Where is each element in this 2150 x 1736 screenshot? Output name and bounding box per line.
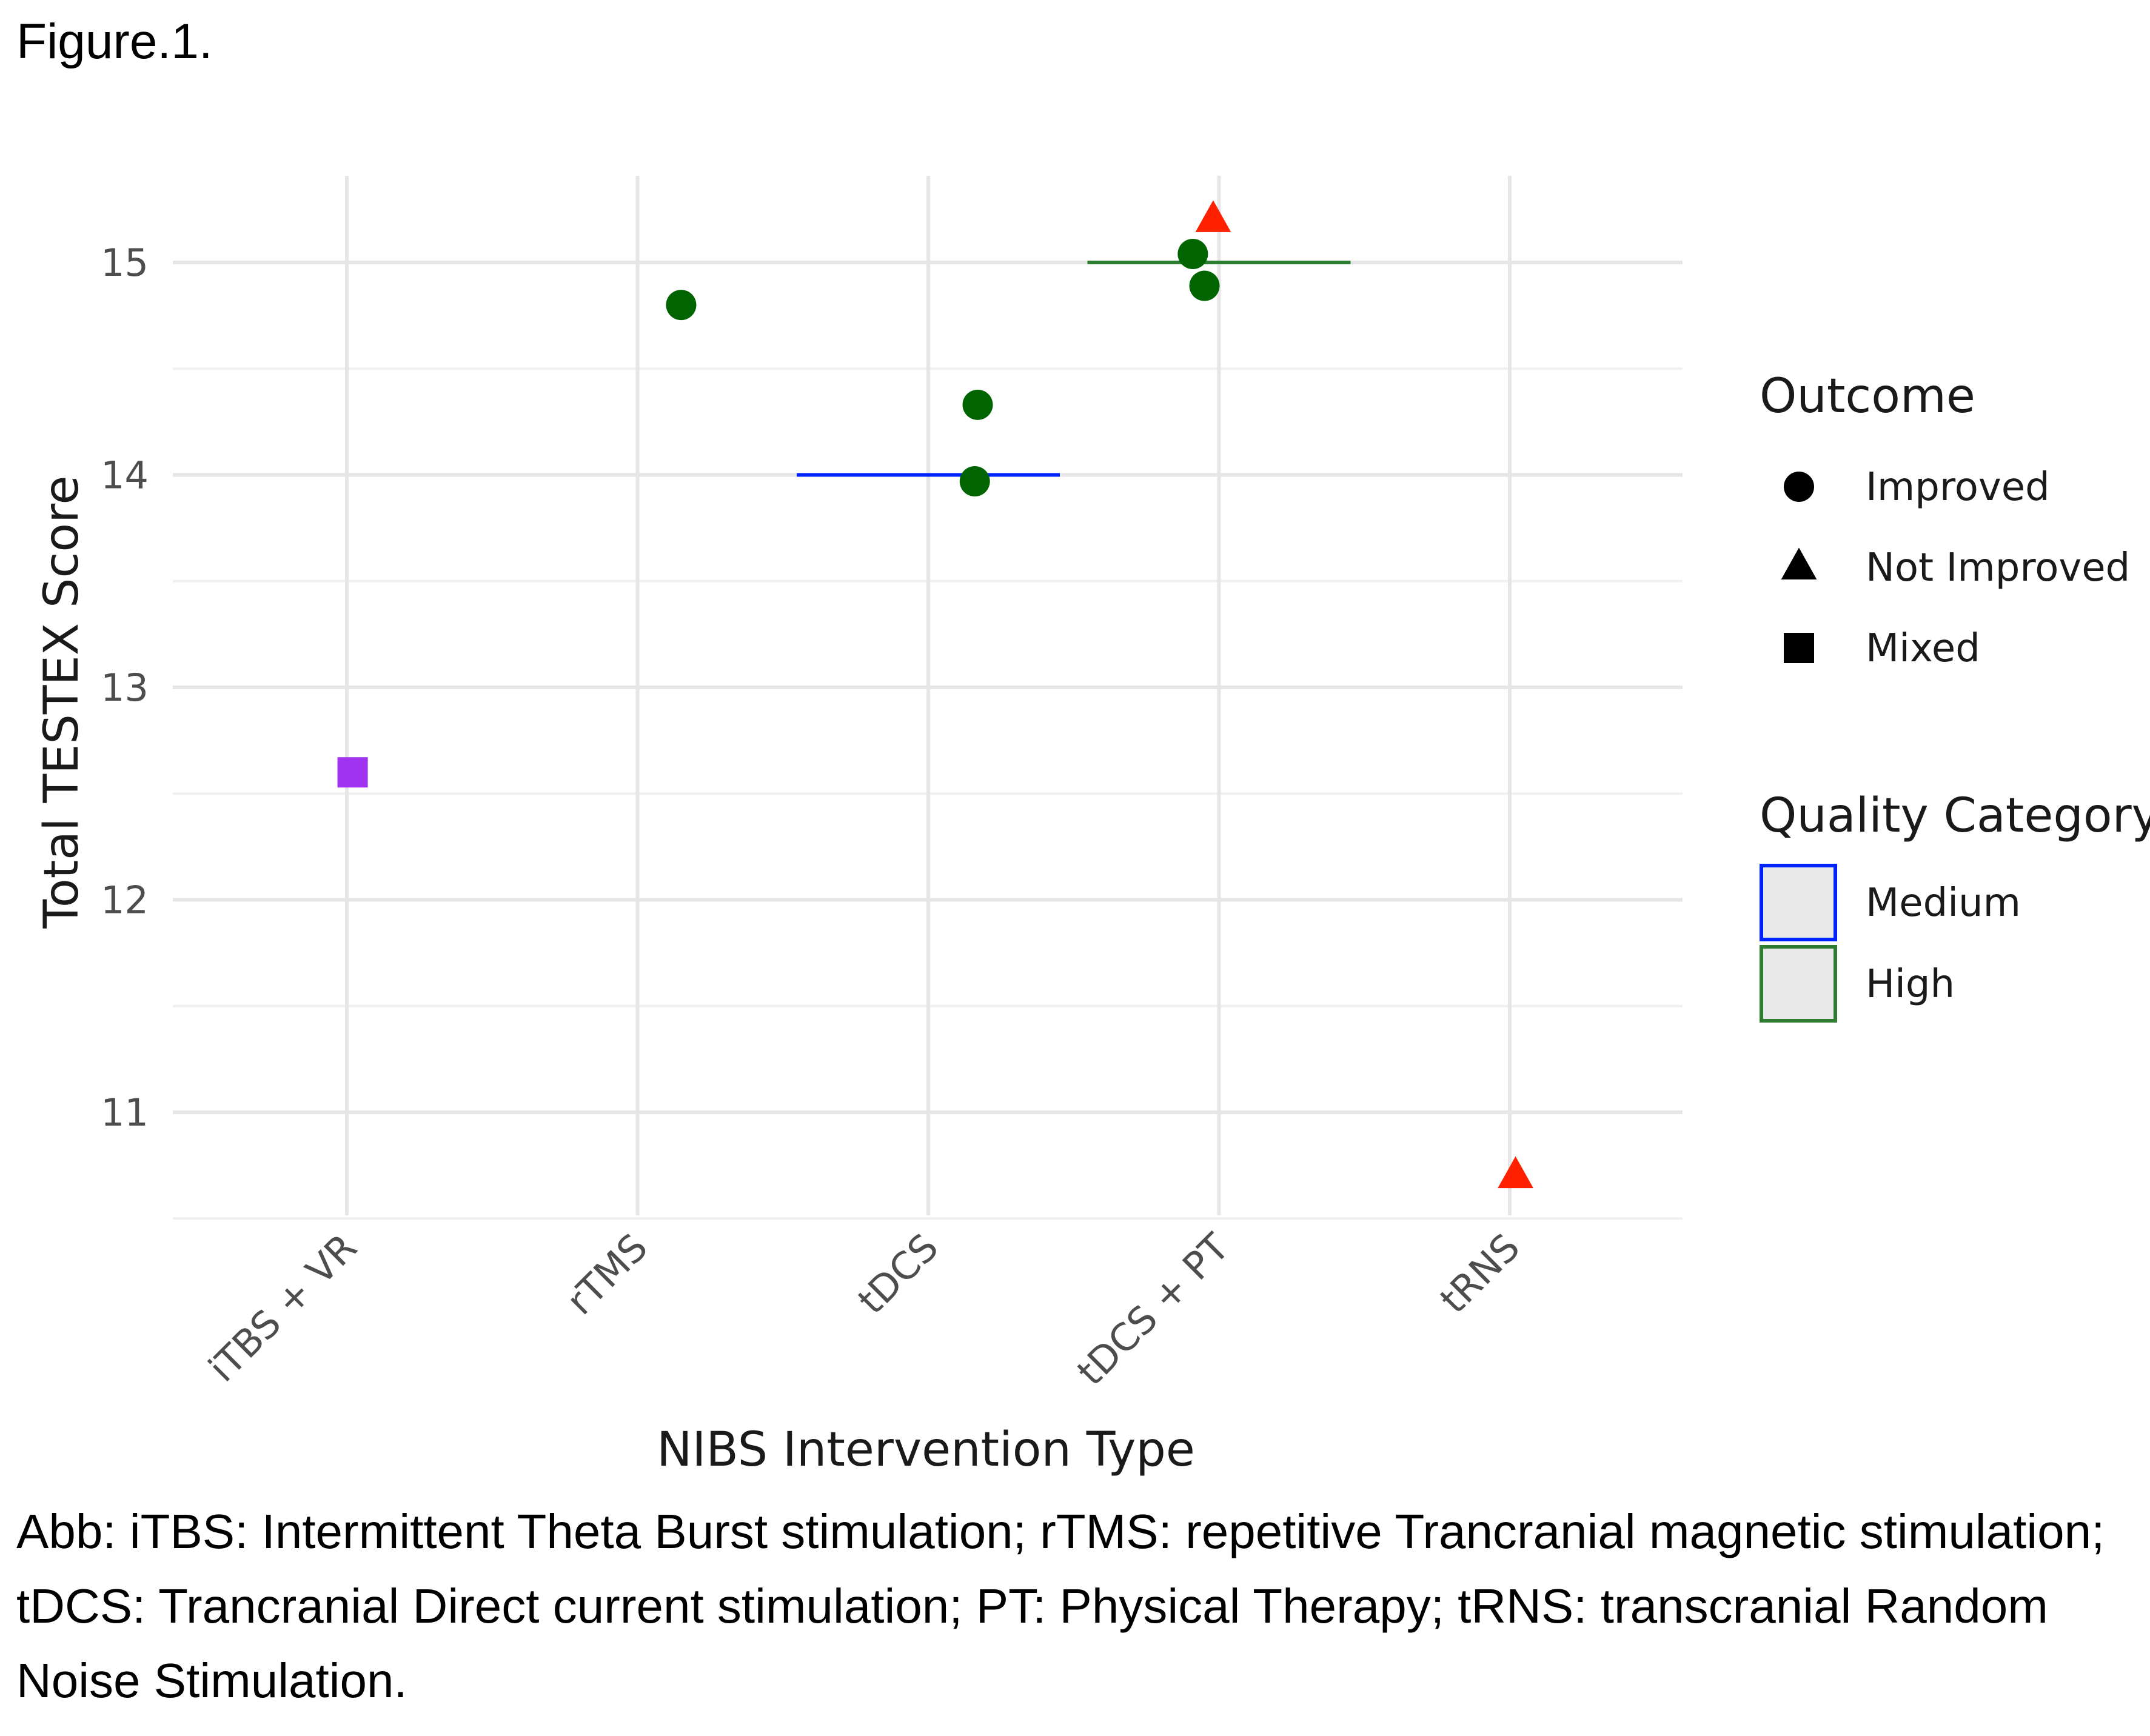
- x-tick-label-rtms: rTMS: [558, 1225, 656, 1323]
- figure-caption: Abb: iTBS: Intermittent Theta Burst stim…: [16, 1504, 2105, 1708]
- legend-not-improved-icon: [1781, 547, 1817, 579]
- legend-mixed-icon: [1784, 633, 1814, 663]
- point-tdcs-improved: [962, 389, 993, 420]
- legend-improved-label: Improved: [1866, 465, 2050, 510]
- grid-lines: [173, 176, 1683, 1220]
- point-itbs-vr-mixed: [337, 757, 368, 788]
- y-axis-title: Total TESTEX Score: [35, 475, 89, 929]
- legend-quality-entries: Medium High: [1760, 864, 2021, 1023]
- legend-outcome-title: Outcome: [1760, 369, 1975, 424]
- y-tick-label: 14: [101, 453, 149, 498]
- point-trns-not-improved: [1498, 1156, 1533, 1189]
- point-tdcs-improved: [959, 466, 990, 497]
- y-axis-ticks: 11 12 13 14 15: [101, 241, 149, 1135]
- point-tdcs-pt-improved: [1177, 238, 1208, 269]
- legend-outcome-entries: Improved Not Improved Mixed: [1781, 465, 2130, 671]
- point-tdcs-pt-not-improved: [1195, 200, 1231, 232]
- reference-lines: [797, 261, 1351, 477]
- x-tick-label-tdcs: tDCS: [849, 1225, 947, 1323]
- y-tick-label: 15: [101, 241, 149, 285]
- x-axis-title: NIBS Intervention Type: [657, 1423, 1195, 1477]
- legend-mixed-label: Mixed: [1866, 626, 1980, 671]
- y-tick-label: 12: [101, 878, 149, 923]
- point-rtms-improved: [666, 290, 697, 321]
- data-points: [337, 200, 1533, 1189]
- y-tick-label: 13: [101, 666, 149, 710]
- x-axis-ticks: iTBS + VR rTMS tDCS tDCS + PT tRNS: [200, 1224, 1529, 1394]
- x-tick-label-itbs-vr: iTBS + VR: [200, 1225, 366, 1390]
- legend-improved-icon: [1784, 472, 1814, 502]
- x-tick-label-tdcs-pt: tDCS + PT: [1068, 1224, 1238, 1394]
- legend-medium-label: Medium: [1866, 881, 2021, 926]
- point-tdcs-pt-improved: [1189, 270, 1220, 301]
- figure-label: Figure.1.: [16, 14, 213, 69]
- x-tick-label-trns: tRNS: [1432, 1225, 1529, 1322]
- legend-quality-title: Quality Category: [1760, 789, 2150, 843]
- legend: Outcome Improved Not Improved Mixed Qualit…: [1760, 369, 2150, 1023]
- legend-not-improved-label: Not Improved: [1866, 546, 2130, 590]
- y-tick-label: 11: [101, 1090, 149, 1135]
- legend-medium-key: [1760, 864, 1837, 941]
- legend-high-label: High: [1866, 962, 1955, 1007]
- legend-high-key: [1760, 945, 1837, 1023]
- scatter-chart: 11 12 13 14 15 iTBS + VR rTMS tDCS tDCS + PT tRN…: [35, 176, 2150, 1477]
